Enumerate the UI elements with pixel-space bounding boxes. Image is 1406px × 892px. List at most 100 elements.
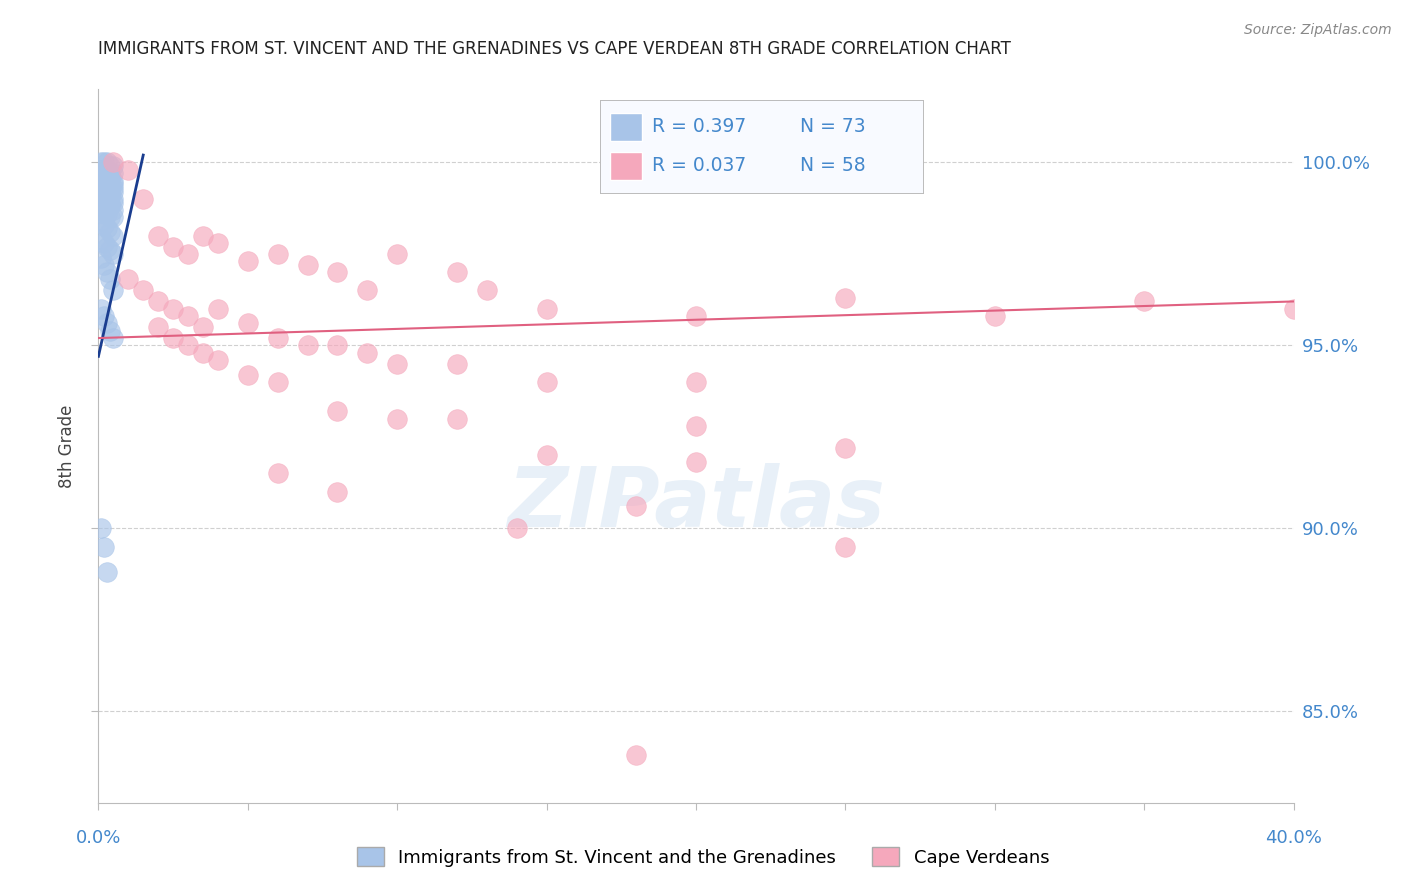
Point [536,448,558,462]
Text: ZIPatlas: ZIPatlas [508,463,884,543]
Point [326,265,349,279]
Point [96,566,118,580]
Point [93,218,115,232]
Point [191,228,214,243]
Point [236,317,259,331]
Point [100,225,122,239]
Point [103,185,125,199]
Point [100,188,122,202]
Point [93,174,115,188]
Point [100,169,122,184]
Point [446,265,468,279]
Point [1282,301,1305,316]
Text: Source: ZipAtlas.com: Source: ZipAtlas.com [1244,23,1392,37]
Point [834,441,856,455]
Point [100,199,122,213]
Text: IMMIGRANTS FROM ST. VINCENT AND THE GRENADINES VS CAPE VERDEAN 8TH GRADE CORRELA: IMMIGRANTS FROM ST. VINCENT AND THE GREN… [98,40,1011,58]
Point [834,540,856,554]
Point [297,258,319,272]
Point [93,540,115,554]
Point [96,185,118,199]
Point [96,174,118,188]
Point [536,301,558,316]
Point [90,301,112,316]
Point [162,239,184,253]
Point [93,181,115,195]
Point [506,521,529,535]
Point [162,331,184,345]
Point [103,159,125,173]
Point [385,357,409,371]
Point [103,228,125,243]
Point [1133,294,1156,309]
Point [96,166,118,180]
Point [93,169,115,184]
Point [103,284,125,298]
Point [96,206,118,220]
Point [90,181,112,195]
Point [96,317,118,331]
Point [191,320,214,334]
Point [96,239,118,253]
Point [93,155,115,169]
Point [100,174,122,188]
Point [356,345,378,359]
Point [132,284,155,298]
Y-axis label: 8th Grade: 8th Grade [58,404,76,488]
Point [103,211,125,225]
Point [132,192,155,206]
Point [96,155,118,169]
Point [100,181,122,195]
Point [90,162,112,177]
Point [685,375,707,389]
Point [267,375,290,389]
Point [93,192,115,206]
Point [100,272,122,286]
Point [90,202,112,217]
Point [103,202,125,217]
Point [536,375,558,389]
Point [207,353,229,368]
Point [385,247,409,261]
Point [117,272,139,286]
Point [103,166,125,180]
Point [93,309,115,323]
Point [236,254,259,268]
Point [475,284,498,298]
Point [207,235,229,250]
Point [96,221,118,235]
Point [90,188,112,202]
Text: 0.0%: 0.0% [76,829,121,847]
Point [356,284,378,298]
Point [446,357,468,371]
Point [685,455,707,469]
Point [177,309,200,323]
Point [236,368,259,382]
Point [93,235,115,250]
Point [326,404,349,418]
Point [267,467,290,481]
Point [103,174,125,188]
Point [90,232,112,246]
Point [385,411,409,425]
Point [93,206,115,220]
Point [90,214,112,228]
Point [117,162,139,177]
Point [177,338,200,352]
Point [207,301,229,316]
Point [984,309,1007,323]
Point [177,247,200,261]
Point [100,211,122,225]
Point [96,192,118,206]
Point [100,244,122,258]
Point [93,199,115,213]
Point [626,748,648,763]
Point [326,484,349,499]
Point [297,338,319,352]
Point [90,169,112,184]
Text: 40.0%: 40.0% [1265,829,1322,847]
Point [685,309,707,323]
Point [103,195,125,210]
Point [90,192,112,206]
Point [103,181,125,195]
